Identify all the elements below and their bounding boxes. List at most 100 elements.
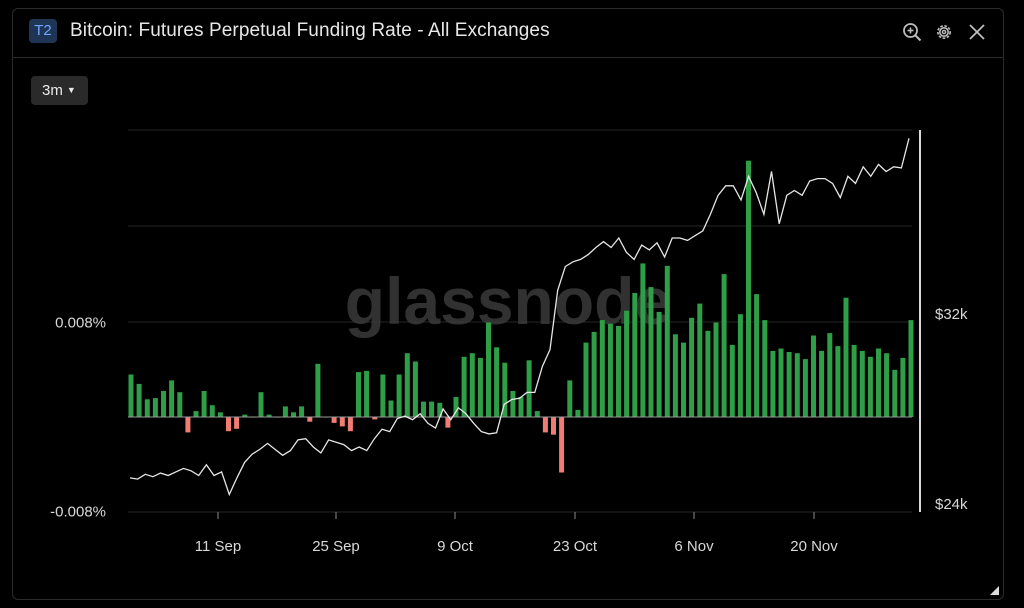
gear-icon[interactable]	[933, 21, 955, 43]
funding-rate-bar	[412, 361, 418, 417]
funding-rate-bar	[786, 352, 792, 417]
resize-handle[interactable]	[990, 586, 999, 595]
funding-rate-bar	[713, 322, 719, 417]
funding-rate-bar	[770, 350, 776, 417]
funding-rate-bar	[388, 400, 394, 417]
funding-rate-bar	[534, 411, 540, 417]
funding-rate-bar	[729, 344, 735, 417]
funding-rate-bar	[583, 342, 589, 417]
x-axis: 11 Sep 25 Sep 9 Oct 23 Oct 6 Nov 20 Nov	[195, 512, 838, 555]
funding-rate-bar	[811, 335, 816, 417]
funding-rate-bar	[331, 417, 337, 423]
funding-rate-bar	[315, 363, 321, 417]
funding-rate-bar	[161, 391, 166, 417]
funding-rate-bar	[664, 265, 670, 417]
funding-rate-bars	[128, 160, 914, 473]
funding-rate-bar	[908, 320, 914, 417]
funding-rate-bar	[144, 399, 150, 417]
funding-rate-bar	[616, 326, 621, 417]
funding-rate-bar	[242, 414, 248, 417]
x-tick-label: 11 Sep	[195, 538, 241, 555]
funding-rate-bar	[802, 359, 808, 417]
funding-rate-bar	[282, 406, 288, 417]
funding-rate-bar	[193, 411, 199, 417]
funding-rate-bar	[437, 402, 443, 417]
funding-rate-bar	[794, 353, 800, 417]
funding-rate-bar	[867, 356, 873, 417]
funding-rate-bar	[681, 342, 686, 417]
funding-rate-bar	[859, 350, 865, 417]
funding-rate-bar	[835, 346, 841, 417]
funding-rate-bar	[518, 396, 524, 417]
funding-rate-bar	[884, 353, 890, 417]
funding-rate-bar	[575, 409, 581, 417]
funding-rate-bar	[843, 297, 849, 417]
funding-rate-bar	[185, 417, 191, 433]
funding-rate-bar	[689, 317, 695, 417]
funding-rate-bar	[494, 347, 500, 417]
funding-rate-bar	[461, 356, 467, 417]
funding-rate-bar	[876, 348, 881, 417]
funding-rate-bar	[737, 314, 743, 417]
funding-rate-bar	[421, 401, 426, 417]
funding-rate-bar	[339, 417, 345, 427]
funding-rate-bar	[607, 323, 613, 417]
funding-rate-bar	[152, 398, 158, 417]
y-right-tick-label: $32k	[935, 306, 968, 323]
zoom-icon[interactable]	[901, 21, 923, 43]
funding-rate-bar	[526, 360, 532, 417]
close-icon[interactable]	[966, 21, 988, 43]
funding-rate-bar	[648, 287, 654, 417]
left-axis: 0.008% -0.008%	[50, 315, 106, 521]
funding-rate-bar	[404, 353, 410, 417]
funding-rate-bar	[892, 369, 898, 418]
x-tick-label: 20 Nov	[790, 538, 838, 555]
funding-rate-bar	[226, 417, 231, 432]
funding-rate-bar	[486, 322, 491, 417]
funding-rate-bar	[551, 417, 556, 435]
funding-rate-bar	[746, 160, 751, 417]
funding-rate-bar	[567, 380, 573, 417]
y-right-tick-label: $24k	[935, 496, 968, 513]
funding-rate-bar	[291, 412, 296, 417]
funding-rate-bar	[469, 353, 475, 417]
funding-rate-bar	[453, 396, 459, 417]
funding-rate-bar	[299, 406, 305, 417]
funding-rate-bar	[599, 320, 605, 417]
funding-rate-bar	[380, 374, 386, 417]
funding-rate-bar	[396, 374, 402, 417]
funding-rate-bar	[177, 392, 183, 417]
funding-rate-bar	[754, 294, 760, 417]
funding-rate-bar	[721, 274, 727, 417]
tier-badge: T2	[29, 19, 57, 43]
funding-rate-bar	[656, 311, 662, 417]
y-left-tick-label: -0.008%	[50, 504, 106, 521]
funding-rate-bar	[559, 417, 565, 473]
price-line	[129, 138, 910, 497]
funding-rate-bar	[624, 310, 630, 417]
funding-rate-bar	[510, 391, 516, 417]
funding-rate-bar	[477, 357, 483, 417]
funding-rate-bar	[827, 333, 833, 417]
right-axis: $32k $24k	[935, 306, 968, 513]
funding-rate-bar	[136, 383, 142, 417]
funding-rate-bar	[307, 417, 313, 422]
watermark: glassnode	[345, 264, 671, 338]
funding-rate-bar	[640, 263, 646, 417]
funding-rate-bar	[128, 374, 134, 417]
range-selector[interactable]: 3m ▼	[31, 76, 88, 105]
funding-rate-bar	[234, 417, 240, 429]
x-tick-label: 25 Sep	[312, 538, 360, 555]
funding-rate-bar	[819, 350, 825, 417]
funding-rate-bar	[364, 370, 370, 417]
chart-header: T2 Bitcoin: Futures Perpetual Funding Ra…	[13, 9, 1003, 58]
funding-rate-bar	[169, 380, 175, 417]
funding-rate-bar	[258, 392, 264, 417]
funding-rate-bar	[900, 357, 906, 417]
funding-rate-bar	[372, 417, 378, 420]
funding-rate-bar	[778, 348, 784, 417]
funding-rate-bar	[672, 334, 678, 417]
funding-rate-bar	[209, 405, 215, 417]
x-tick-label: 9 Oct	[437, 538, 474, 555]
